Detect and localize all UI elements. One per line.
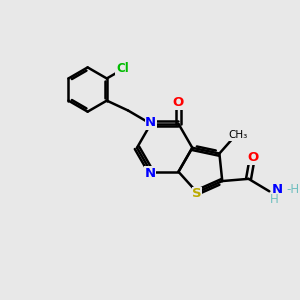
Text: Cl: Cl [116,61,129,75]
Text: S: S [192,187,202,200]
Text: N: N [272,183,283,196]
Text: CH₃: CH₃ [228,130,248,140]
Text: H: H [270,193,279,206]
Text: N: N [145,116,156,129]
Text: N: N [145,167,156,180]
Text: -H: -H [286,183,299,196]
Text: O: O [173,96,184,109]
Text: O: O [248,151,259,164]
